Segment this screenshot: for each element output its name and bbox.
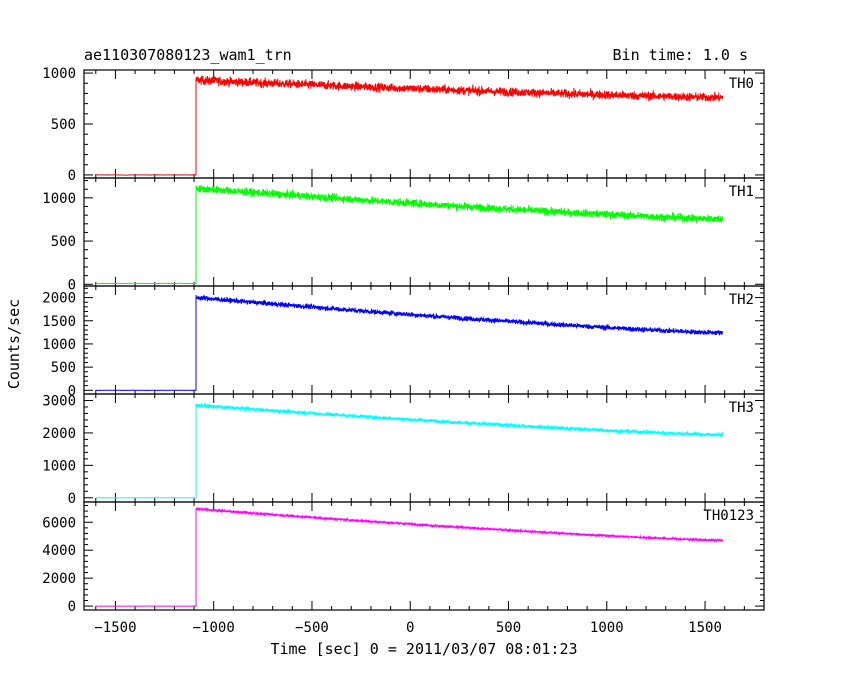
bin-time-label: Bin time: 1.0 s bbox=[613, 46, 748, 64]
y-tick-label: 0 bbox=[68, 168, 76, 184]
y-tick-label: 0 bbox=[68, 491, 76, 507]
x-tick-label: −500 bbox=[295, 620, 329, 636]
y-tick-label: 2000 bbox=[42, 291, 76, 307]
y-axis-title: Counts/sec bbox=[5, 299, 23, 389]
series-line-th0 bbox=[95, 75, 724, 176]
y-tick-label: 0 bbox=[68, 277, 76, 293]
panel-th0123: 0 2000 4000 6000 TH0123 bbox=[42, 501, 765, 615]
x-tick-label: 500 bbox=[496, 620, 521, 636]
y-tick-label: 6000 bbox=[42, 515, 76, 531]
y-tick-label: 3000 bbox=[42, 393, 76, 409]
series-line-th1 bbox=[95, 184, 724, 285]
x-tick-label: 0 bbox=[406, 620, 414, 636]
x-tick-label: −1000 bbox=[193, 620, 235, 636]
series-label: TH2 bbox=[729, 292, 754, 308]
series-line-th2 bbox=[95, 294, 724, 391]
panel-th3: 0 1000 2000 3000 TH3 bbox=[42, 393, 765, 507]
series-label: TH0 bbox=[729, 76, 754, 92]
y-tick-label: 1000 bbox=[42, 66, 76, 82]
y-tick-label: 500 bbox=[51, 234, 76, 250]
y-tick-label: 1000 bbox=[42, 191, 76, 207]
panel-th1: 0 500 1000 TH1 bbox=[42, 177, 765, 293]
panel-frame bbox=[83, 285, 765, 395]
y-tick-label: 2000 bbox=[42, 571, 76, 587]
y-tick-label: 1000 bbox=[42, 337, 76, 353]
y-tick-label: 1500 bbox=[42, 314, 76, 330]
y-tick-label: 500 bbox=[51, 360, 76, 376]
panel-stack: 0 500 1000 TH0 0 500 1000 TH1 0 500 1000 1500 2000 TH… bbox=[42, 66, 765, 615]
series-line-th0123 bbox=[95, 506, 724, 607]
y-tick-label: 2000 bbox=[42, 426, 76, 442]
panel-frame bbox=[83, 177, 765, 287]
series-label: TH3 bbox=[729, 400, 754, 416]
y-tick-label: 4000 bbox=[42, 543, 76, 559]
panel-th0: 0 500 1000 TH0 bbox=[42, 66, 765, 184]
x-axis: −1500 −1000 −500 0 500 1000 1500 bbox=[94, 620, 722, 636]
series-line-th3 bbox=[95, 402, 724, 499]
y-tick-label: 1000 bbox=[42, 458, 76, 474]
panel-frame bbox=[83, 501, 765, 611]
y-tick-label: 500 bbox=[51, 117, 76, 133]
series-label: TH1 bbox=[729, 184, 754, 200]
panel-th2: 0 500 1000 1500 2000 TH2 bbox=[42, 285, 765, 399]
plot-title: ae110307080123_wam1_trn bbox=[84, 46, 292, 64]
y-tick-label: 0 bbox=[68, 383, 76, 399]
panel-frame bbox=[83, 393, 765, 503]
x-tick-label: 1500 bbox=[688, 620, 722, 636]
series-label: TH0123 bbox=[703, 508, 754, 524]
y-tick-label: 0 bbox=[68, 599, 76, 615]
x-axis-title: Time [sec] 0 = 2011/03/07 08:01:23 bbox=[270, 640, 577, 658]
x-tick-label: 1000 bbox=[590, 620, 624, 636]
x-tick-label: −1500 bbox=[94, 620, 136, 636]
